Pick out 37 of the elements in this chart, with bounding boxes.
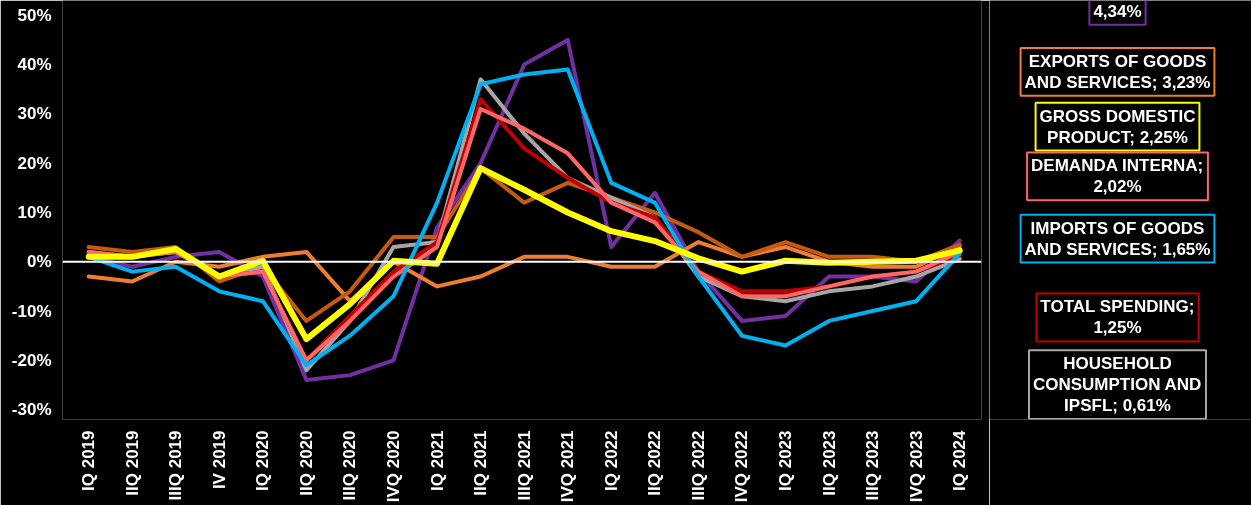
y-tick-label: -30% [11, 400, 52, 420]
x-tick-label: IVQ 2023 [906, 430, 926, 503]
x-tick-label: IIIQ 2021 [514, 430, 534, 501]
x-tick-label: IIQ 2021 [471, 430, 491, 496]
x-tick-label: IIQ 2019 [122, 430, 142, 496]
y-tick-label: -20% [11, 350, 52, 370]
x-tick-label: IIIQ 2023 [863, 430, 883, 501]
text: 4,34% [1093, 1, 1142, 21]
text: IMPORTS OF GOODS AND SERVICES; 1,65% [1024, 218, 1211, 259]
x-tick-label: IIQ 2020 [296, 430, 316, 496]
x-tick-label: IQ 2023 [776, 430, 795, 491]
y-tick-label: 30% [17, 104, 52, 124]
y-tick-label: 50% [17, 5, 52, 25]
x-tick-label: IIIQ 2022 [688, 430, 708, 501]
x-tick-label: IIQ 2022 [645, 430, 665, 496]
text: DEMANDA INTERNA; 2,02% [1031, 156, 1204, 197]
y-tick-label: 20% [17, 153, 52, 173]
x-tick-label: IQ 2024 [950, 429, 970, 491]
x-tick-label: IIQ 2023 [819, 430, 839, 496]
x-tick-label: IQ 2019 [79, 430, 99, 491]
x-tick-label: IQ 2020 [253, 430, 273, 491]
y-tick-label: -10% [11, 301, 52, 321]
x-tick-label: IIIQ 2020 [340, 430, 360, 501]
text: TOTAL SPENDING; 1,25% [1040, 297, 1195, 338]
x-tick-label: IV 2019 [209, 430, 229, 490]
x-tick-label: IQ 2021 [427, 430, 447, 491]
x-tick-label: IIIQ 2019 [166, 430, 186, 501]
y-tick-label: 40% [17, 55, 52, 75]
text: EXPORTS OF GOODS AND SERVICES; 3,23% [1024, 51, 1211, 92]
text: HOUSEHOLD CONSUMPTION AND IPSFL; 0,61% [1032, 354, 1202, 416]
x-tick-label: IVQ 2020 [384, 430, 404, 503]
text: GROSS DOMESTIC PRODUCT; 2,25% [1039, 106, 1196, 147]
x-tick-label: IVQ 2021 [558, 430, 578, 503]
x-tick-label: IQ 2022 [601, 430, 621, 491]
x-tick-label: IVQ 2022 [732, 430, 752, 503]
y-tick-label: 0% [26, 252, 52, 272]
y-tick-label: 10% [17, 202, 52, 222]
